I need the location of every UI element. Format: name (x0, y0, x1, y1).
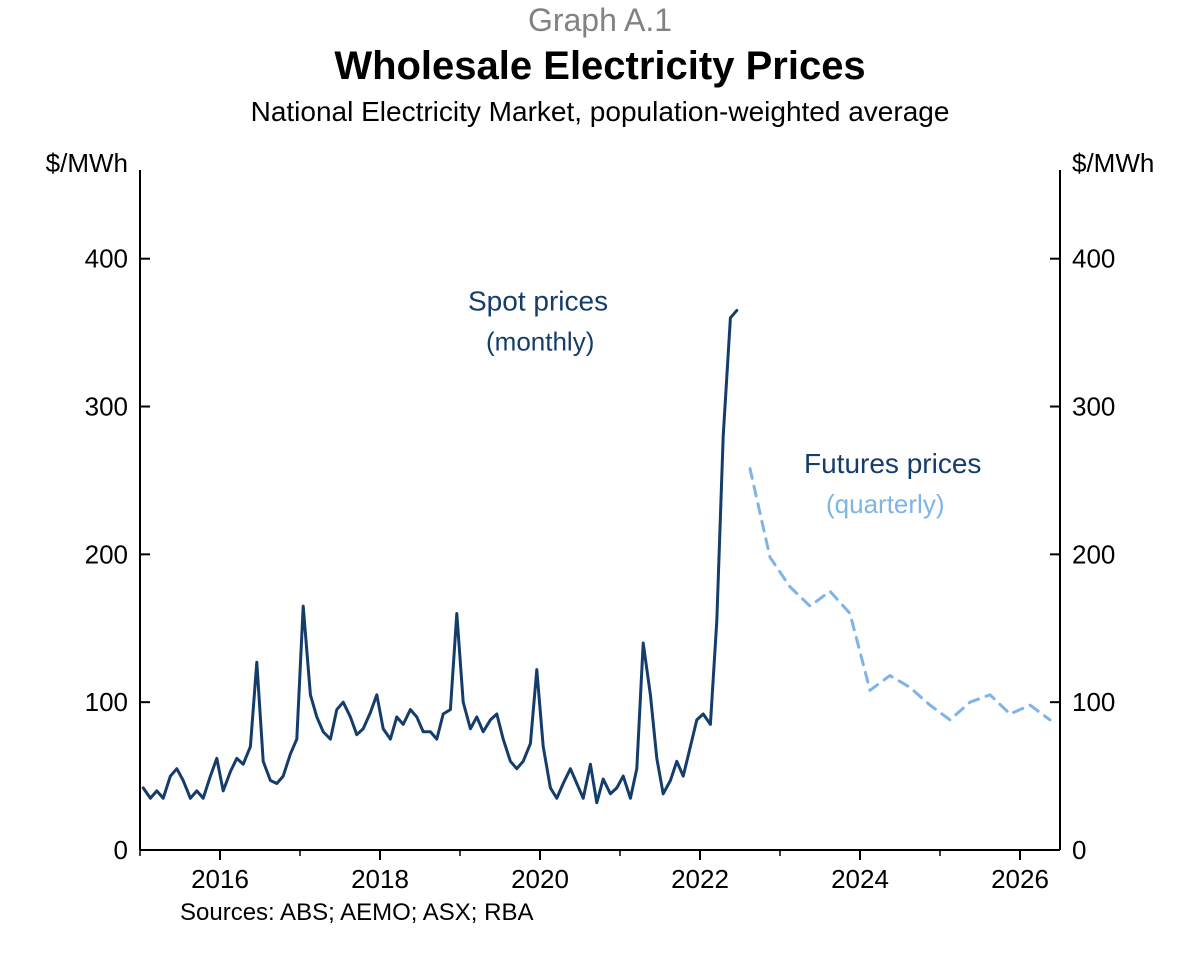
chart-container: Graph A.1 Wholesale Electricity Prices N… (0, 0, 1200, 957)
spot-label-sub: (monthly) (486, 326, 594, 356)
spot-label: Spot prices (468, 285, 608, 316)
chart-sources: Sources: ABS; AEMO; ASX; RBA (180, 899, 533, 927)
x-tick-label: 2022 (671, 864, 729, 894)
y-tick-label-left: 0 (114, 835, 128, 865)
y-tick-label-left: 100 (85, 687, 128, 717)
x-tick-label: 2026 (991, 864, 1049, 894)
y-tick-label-right: 300 (1072, 392, 1115, 422)
x-tick-label: 2016 (191, 864, 249, 894)
y-tick-label-right: 200 (1072, 539, 1115, 569)
x-tick-label: 2020 (511, 864, 569, 894)
futures-label-sub: (quarterly) (826, 489, 944, 519)
y-tick-label-right: 400 (1072, 244, 1115, 274)
x-tick-label: 2024 (831, 864, 889, 894)
chart-svg: 0 0 100 100 200 200 300 300 400 400 $/MWh $/MWh 2016… (0, 0, 1200, 957)
y-tick-label-left: 400 (85, 244, 128, 274)
x-tick-label: 2018 (351, 864, 409, 894)
y-unit-right: $/MWh (1072, 148, 1154, 178)
y-tick-label-right: 0 (1072, 835, 1086, 865)
spot-prices-line (143, 310, 737, 802)
y-unit-left: $/MWh (46, 148, 128, 178)
y-tick-label-right: 100 (1072, 687, 1115, 717)
y-tick-label-left: 300 (85, 392, 128, 422)
y-tick-label-left: 200 (85, 539, 128, 569)
futures-label: Futures prices (804, 448, 981, 479)
